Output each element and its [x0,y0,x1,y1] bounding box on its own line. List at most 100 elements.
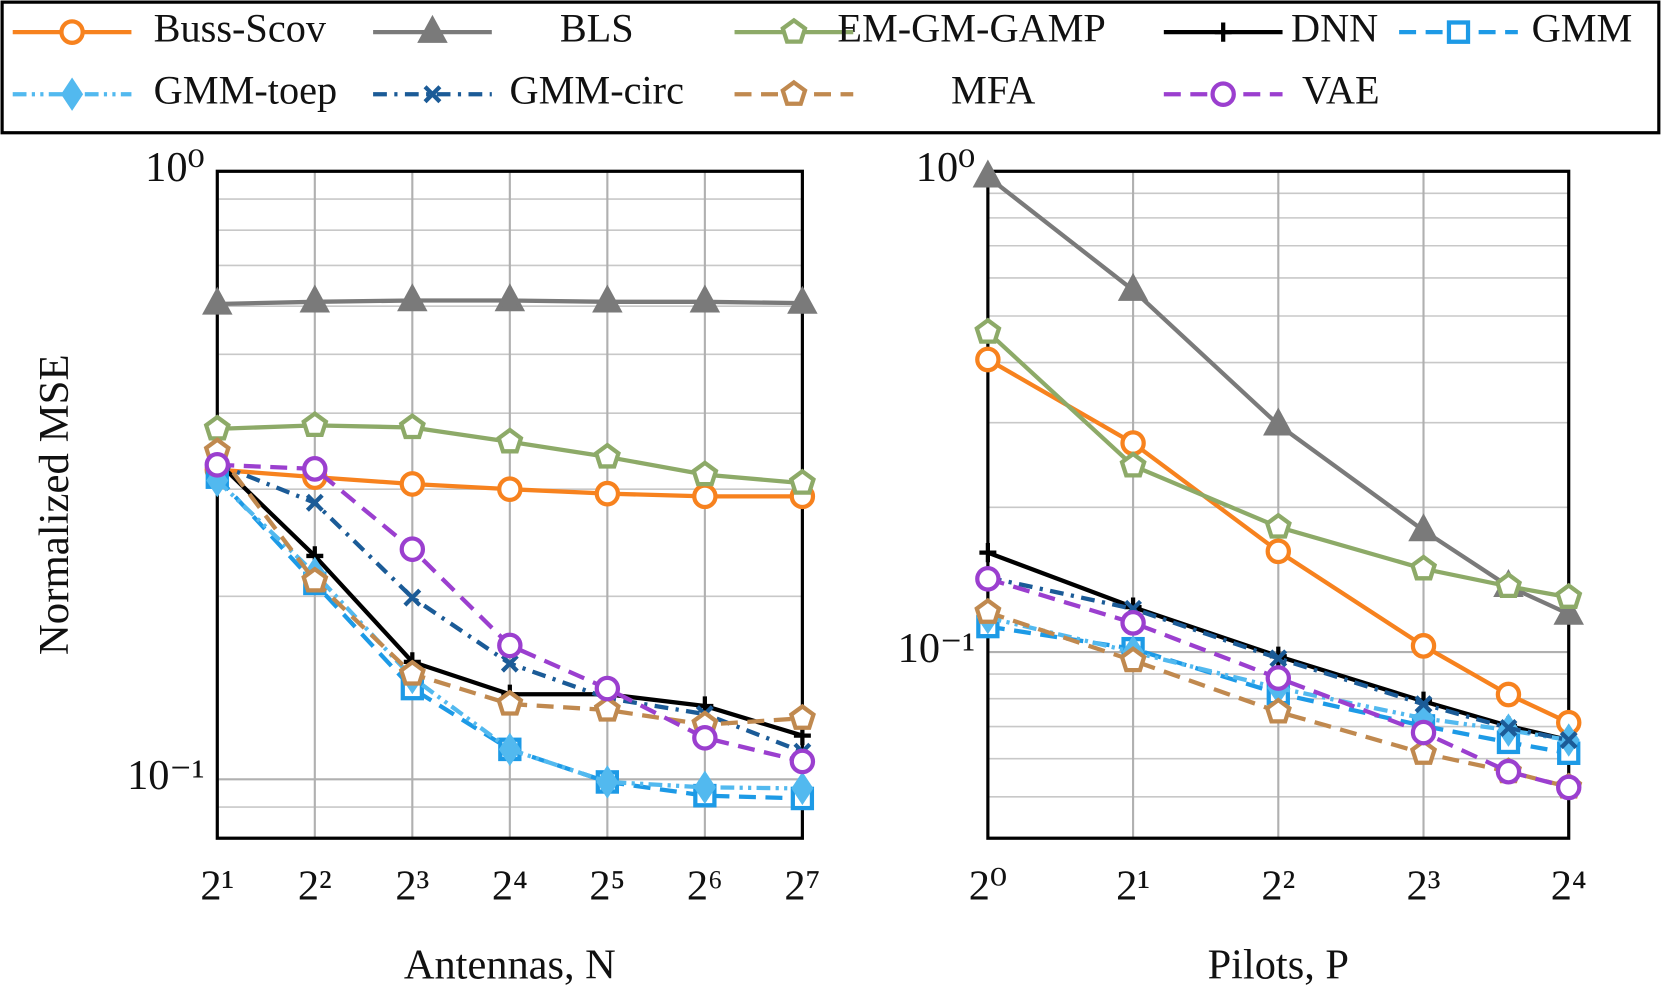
x-tick-label: 2¹ [200,862,234,909]
x-axis-label: Pilots, P [1208,941,1349,988]
marker [1120,430,1146,456]
marker [1264,512,1292,539]
marker [1414,695,1433,714]
legend-label: MFA [951,67,1035,112]
marker [791,771,814,806]
marker [202,286,233,315]
marker [1264,697,1292,724]
marker [692,724,718,751]
marker [204,451,231,478]
marker [780,79,808,106]
marker [975,565,1001,592]
marker [1214,22,1232,42]
x-tick-label: 2¹ [1116,862,1150,909]
marker [1446,20,1471,44]
legend-label: DNN [1291,5,1378,50]
marker [1210,81,1236,108]
marker [203,414,231,441]
marker [496,689,524,716]
marker [780,17,808,44]
marker [787,285,818,314]
x-axis-label: Antennas, N [404,941,616,988]
x-tick-label: 2⁷ [784,862,820,909]
y-tick-label: 10⁰ [916,144,975,191]
x-tick-label: 2³ [1407,862,1441,909]
marker [972,159,1004,188]
marker [1409,554,1438,581]
marker [979,542,997,563]
legend-label: VAE [1302,67,1380,112]
marker [1555,582,1583,609]
y-tick-label: 10⁻¹ [898,625,975,672]
marker [692,483,718,510]
series-line [987,575,1570,743]
marker [1269,649,1288,668]
marker [1408,513,1439,542]
marker [1119,451,1147,478]
marker [594,480,621,507]
marker [399,536,426,563]
y-tick-label: 10⁰ [145,144,204,191]
legend-label: GMM-toep [154,67,337,112]
marker [497,476,523,503]
series-line [987,610,1570,790]
marker [596,765,619,799]
marker [1120,610,1146,636]
plot-frame [986,169,1571,840]
marker [975,346,1001,373]
marker [789,748,816,775]
marker [693,770,716,805]
marker [1117,272,1149,301]
marker [788,703,816,730]
marker [1494,571,1523,598]
legend-label: GMM [1532,5,1633,50]
marker [403,588,422,607]
x-tick-label: 2⁰ [969,862,1007,909]
legend-label: EM-GM-GAMP [837,5,1105,50]
marker [417,14,448,43]
marker [1559,731,1578,750]
x-tick-label: 2³ [395,862,429,909]
marker [301,566,329,593]
marker [398,659,426,686]
y-axis-label: Normalized MSE [31,354,78,655]
marker [1553,596,1584,625]
marker [1265,538,1292,565]
marker [689,284,721,313]
marker [593,695,621,722]
marker [397,283,428,312]
marker [498,732,521,767]
y-tick-label: 10⁻¹ [127,752,204,799]
legend-label: GMM-circ [510,67,684,112]
marker [974,317,1002,344]
marker [1556,774,1582,801]
legend-label: BLS [560,5,634,50]
marker [1410,719,1437,746]
marker [592,284,623,313]
marker [788,468,816,495]
marker [494,283,526,312]
marker [1409,738,1438,765]
marker [1410,633,1437,659]
marker [305,493,324,512]
marker [1263,407,1294,436]
marker [691,460,719,487]
marker [1119,646,1147,673]
marker [301,410,329,438]
x-tick-label: 2⁵ [589,862,625,909]
marker [500,654,519,673]
marker [61,77,84,111]
x-tick-label: 2² [298,862,332,909]
marker [399,471,426,497]
marker [1499,719,1518,738]
marker [299,284,331,313]
marker [1265,665,1292,691]
marker [594,675,621,702]
marker [1495,681,1522,708]
x-tick-label: 2⁶ [687,862,723,909]
marker [496,427,524,454]
x-tick-label: 2⁴ [1551,862,1587,909]
x-tick-label: 2⁴ [492,862,528,909]
x-tick-label: 2² [1261,862,1295,909]
